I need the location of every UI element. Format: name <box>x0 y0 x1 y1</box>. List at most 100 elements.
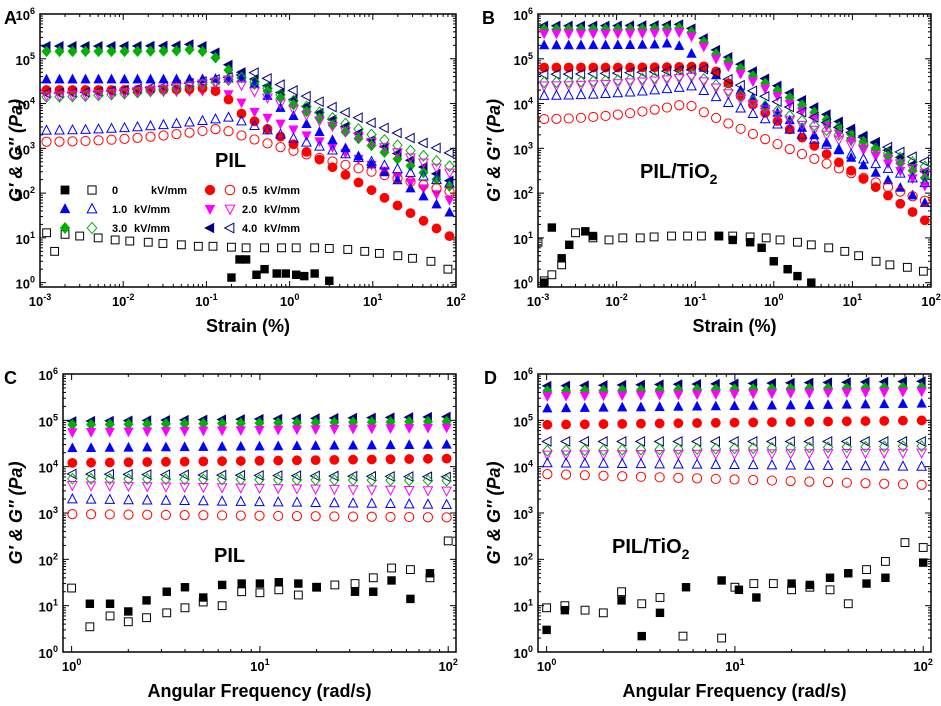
legend-row-2: 3.0 kV/mm 4.0 kV/mm <box>59 221 300 235</box>
data-point <box>106 89 117 100</box>
series-1_0-storage <box>542 397 927 413</box>
data-point <box>624 73 636 86</box>
data-point <box>418 179 429 191</box>
data-point <box>80 135 91 147</box>
data-point <box>198 473 209 486</box>
data-point <box>160 441 172 452</box>
data-point <box>894 159 906 170</box>
legend-marker-filled <box>204 222 215 234</box>
data-point <box>807 278 816 287</box>
data-point <box>825 573 835 582</box>
data-point <box>67 457 78 468</box>
data-point <box>385 424 396 435</box>
data-point <box>431 154 442 168</box>
data-point <box>841 440 853 454</box>
data-point <box>635 401 647 412</box>
data-point <box>822 399 834 409</box>
data-point <box>301 100 312 113</box>
data-point <box>897 398 909 408</box>
data-point <box>67 91 78 102</box>
data-point <box>405 208 416 219</box>
data-point <box>541 456 553 468</box>
data-point <box>85 481 97 492</box>
data-point <box>119 45 130 58</box>
data-point <box>378 122 389 134</box>
data-point <box>654 401 665 411</box>
data-point <box>649 29 660 39</box>
data-point <box>748 389 759 400</box>
data-point <box>797 132 807 143</box>
data-point <box>327 111 338 125</box>
data-point <box>42 228 51 238</box>
data-point <box>216 483 228 494</box>
data-point <box>421 471 433 483</box>
data-point <box>366 497 378 508</box>
data-point <box>661 37 673 48</box>
data-point <box>379 169 390 181</box>
panel-annotation: PIL/TiO2 <box>612 536 690 562</box>
data-point <box>227 242 236 252</box>
data-point <box>637 39 648 49</box>
data-point <box>291 496 303 507</box>
data-point <box>255 588 265 598</box>
y-tick-label: 103 <box>514 505 533 522</box>
data-point <box>547 223 557 232</box>
data-point <box>85 472 97 485</box>
data-point <box>365 117 376 129</box>
data-point <box>86 457 96 468</box>
series-2_0-loss <box>66 481 453 497</box>
data-point <box>616 436 627 447</box>
data-point <box>292 455 302 466</box>
series-4_0-loss <box>66 468 451 483</box>
y-tick-label: 105 <box>16 51 35 68</box>
data-point <box>804 388 815 399</box>
data-point <box>444 186 455 197</box>
data-point <box>160 494 172 505</box>
data-point <box>392 200 403 211</box>
legend-marker-filled <box>59 222 71 234</box>
data-point <box>894 167 906 178</box>
data-point <box>392 162 403 174</box>
data-point <box>273 510 284 522</box>
data-point <box>698 107 709 118</box>
data-point <box>710 400 721 411</box>
data-point <box>422 486 434 497</box>
data-point <box>686 32 697 43</box>
data-point <box>745 238 755 247</box>
data-point <box>588 231 598 241</box>
data-point <box>274 585 284 595</box>
data-point <box>579 444 591 457</box>
data-point <box>710 390 721 400</box>
data-point <box>897 440 909 453</box>
data-point <box>236 98 247 109</box>
data-point <box>916 479 927 490</box>
data-point <box>326 101 337 113</box>
series-3_0-storage <box>41 43 455 192</box>
data-point <box>67 73 78 84</box>
data-point <box>277 243 286 253</box>
data-point <box>339 106 350 118</box>
data-point <box>198 426 209 437</box>
data-point <box>391 127 402 139</box>
data-point <box>301 110 312 122</box>
data-point <box>404 424 415 434</box>
y-tick-label: 101 <box>16 230 35 247</box>
data-point <box>384 471 395 482</box>
data-point <box>171 45 182 57</box>
data-point <box>870 167 881 177</box>
data-point <box>784 115 796 127</box>
data-point <box>919 215 930 226</box>
data-point <box>145 85 156 97</box>
data-point <box>106 45 117 58</box>
data-point <box>249 75 260 88</box>
series-2_0-storage <box>539 28 930 192</box>
series-2_0-loss <box>541 448 928 461</box>
data-point <box>722 73 733 85</box>
data-point <box>635 443 647 456</box>
data-point <box>882 147 894 160</box>
data-point <box>897 448 909 460</box>
data-point <box>313 96 324 108</box>
x-tick-label: 102 <box>921 292 940 309</box>
legend-unit: kV/mm <box>151 185 187 197</box>
data-point <box>757 243 766 253</box>
